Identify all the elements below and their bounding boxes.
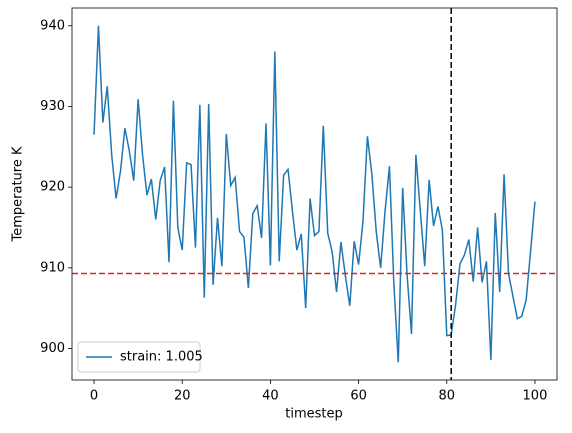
y-tick-label: 920 xyxy=(40,180,65,195)
x-axis-label: timestep xyxy=(285,407,343,422)
axes-frame xyxy=(71,7,558,381)
x-tick-label: 60 xyxy=(350,389,367,404)
y-tick-label: 910 xyxy=(40,260,65,275)
x-tick-label: 100 xyxy=(523,389,548,404)
y-tick-label: 900 xyxy=(40,341,65,356)
y-tick-label: 930 xyxy=(40,99,65,114)
y-tick-label: 940 xyxy=(40,18,65,33)
legend-box xyxy=(77,341,201,373)
y-axis-label: Temperature K xyxy=(11,146,26,242)
x-tick-label: 40 xyxy=(262,389,279,404)
x-tick-label: 80 xyxy=(438,389,455,404)
x-tick-label: 0 xyxy=(90,389,98,404)
data-line xyxy=(93,25,536,363)
legend-label: strain: 1.005 xyxy=(120,350,203,365)
x-tick-label: 20 xyxy=(174,389,191,404)
